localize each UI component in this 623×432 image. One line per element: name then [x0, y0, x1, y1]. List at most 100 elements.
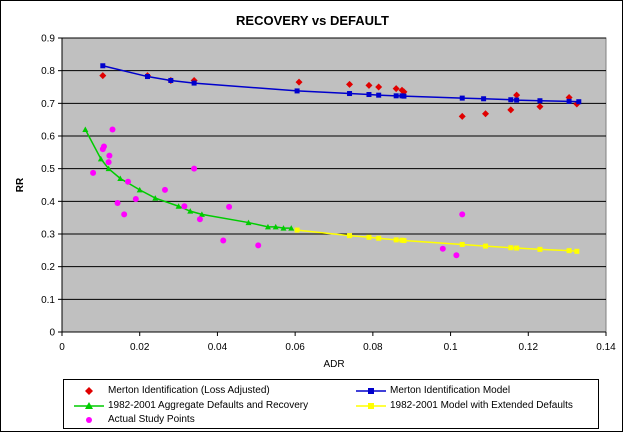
- data-point: [375, 83, 383, 91]
- x-tick-label: 0.08: [363, 342, 383, 353]
- y-axis-label: RR: [15, 177, 26, 192]
- data-point: [514, 97, 520, 103]
- series-4: [90, 126, 466, 259]
- data-point: [537, 98, 543, 104]
- data-point: [507, 106, 515, 114]
- data-point: [245, 219, 252, 226]
- y-tick-label: 0: [49, 328, 55, 339]
- data-point: [347, 91, 353, 97]
- legend-label: 1982-2001 Model with Extended Defaults: [390, 400, 573, 411]
- data-point: [97, 155, 104, 162]
- data-point: [288, 225, 295, 231]
- legend-label: Actual Study Points: [108, 414, 195, 425]
- data-point: [114, 199, 121, 206]
- x-tick-label: 0.14: [596, 342, 616, 353]
- data-point: [536, 103, 544, 111]
- legend-marker-circle: [86, 417, 92, 423]
- data-point: [393, 93, 399, 99]
- data-point: [191, 80, 197, 86]
- data-point: [100, 143, 107, 150]
- data-point: [513, 91, 521, 99]
- data-point: [401, 93, 407, 99]
- chart-legend: Merton Identification (Loss Adjusted) Me…: [63, 379, 599, 429]
- legend-label: 1982-2001 Aggregate Defaults and Recover…: [108, 400, 309, 411]
- plot-area: [61, 37, 607, 333]
- legend-marker-line-square: [356, 403, 386, 409]
- data-point: [196, 216, 203, 223]
- data-point: [198, 211, 205, 217]
- legend-marker-diamond: [85, 387, 93, 395]
- data-point: [264, 223, 271, 230]
- legend-marker-line-square: [356, 388, 386, 394]
- data-point: [483, 243, 489, 249]
- x-tick-label: 0.1: [444, 342, 458, 353]
- data-point: [294, 227, 300, 233]
- y-tick-label: 0.5: [41, 164, 55, 175]
- data-point: [453, 252, 460, 259]
- data-point: [482, 110, 490, 118]
- data-point: [401, 238, 407, 244]
- data-point: [481, 96, 487, 102]
- y-tick-label: 0.4: [41, 197, 55, 208]
- data-point: [82, 126, 89, 132]
- data-point: [514, 245, 520, 251]
- data-point: [392, 85, 400, 93]
- data-point: [272, 223, 279, 230]
- x-axis-ticks: 0 0.02 0.04 0.06 0.08 0.1 0.12 0.14: [59, 331, 616, 353]
- data-point: [100, 63, 106, 69]
- y-tick-label: 0.9: [41, 34, 55, 45]
- data-point: [161, 186, 168, 193]
- x-tick-label: 0.12: [519, 342, 539, 353]
- x-axis-label: ADR: [323, 359, 344, 370]
- series-line: [102, 65, 579, 103]
- data-point: [105, 165, 112, 172]
- series-3: [294, 227, 580, 254]
- data-point: [439, 245, 446, 252]
- data-point: [566, 248, 572, 254]
- data-point: [376, 92, 382, 98]
- legend-label: Merton Identification (Loss Adjusted): [108, 385, 270, 396]
- data-point: [537, 246, 543, 252]
- legend-marker-line-triangle: [74, 402, 104, 409]
- data-point: [168, 77, 174, 83]
- data-point: [175, 203, 182, 209]
- data-point: [393, 237, 399, 243]
- x-tick-label: 0.04: [208, 342, 228, 353]
- gridlines: [62, 37, 606, 300]
- y-tick-label: 0.2: [41, 262, 55, 273]
- data-point: [366, 234, 372, 240]
- x-tick-label: 0.02: [130, 342, 150, 353]
- data-point: [459, 211, 466, 218]
- data-point: [366, 92, 372, 98]
- data-point: [574, 248, 580, 254]
- y-tick-label: 0.3: [41, 230, 55, 241]
- data-point: [255, 242, 262, 249]
- data-point: [132, 196, 139, 203]
- data-point: [109, 126, 116, 133]
- y-tick-label: 0.1: [41, 295, 55, 306]
- data-point: [125, 178, 132, 185]
- data-point: [280, 225, 287, 231]
- data-point: [191, 165, 198, 172]
- data-point: [508, 245, 514, 251]
- chart-plot: 0 0.1 0.2 0.3 0.4 0.5 0.6 0.7 0.8 0.9 0 0.02 0.04 0.…: [15, 34, 616, 371]
- data-point: [144, 74, 150, 80]
- data-point: [121, 211, 128, 218]
- data-point: [105, 159, 112, 166]
- series-1: [100, 63, 582, 105]
- y-axis-ticks: 0 0.1 0.2 0.3 0.4 0.5 0.6 0.7 0.8 0.9: [41, 34, 63, 339]
- data-point: [566, 98, 572, 104]
- data-point: [365, 81, 373, 89]
- data-point: [576, 99, 582, 105]
- data-point: [346, 80, 354, 88]
- series-group: [82, 63, 582, 259]
- data-point: [181, 203, 188, 210]
- y-tick-label: 0.6: [41, 132, 55, 143]
- x-tick-label: 0: [59, 342, 65, 353]
- data-point: [106, 152, 113, 159]
- data-point: [90, 169, 97, 176]
- data-point: [220, 237, 227, 244]
- legend-label: Merton Identification Model: [390, 385, 511, 396]
- data-point: [508, 97, 514, 103]
